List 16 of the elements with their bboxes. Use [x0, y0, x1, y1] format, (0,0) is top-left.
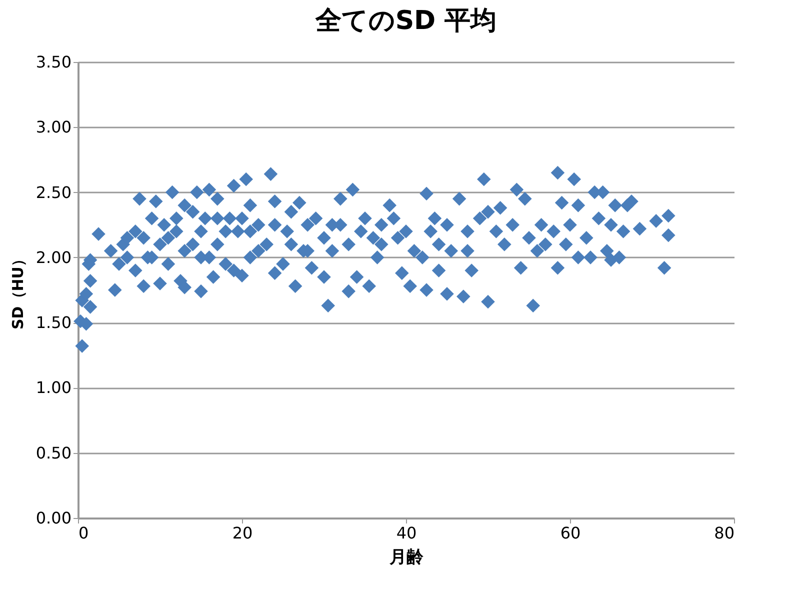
y-tick-label: 3.00 [36, 118, 72, 137]
x-tick-label: 80 [714, 524, 734, 542]
y-tick-label: 1.50 [36, 313, 72, 332]
x-tick-label: 60 [560, 524, 581, 542]
y-tick-label: 3.50 [36, 52, 72, 72]
y-tick-label: 2.00 [36, 248, 72, 267]
x-tick-label: 40 [396, 524, 417, 542]
y-tick-label: 1.00 [36, 378, 72, 398]
y-tick-label: 2.50 [36, 182, 72, 202]
x-axis-title: 月齢 [388, 548, 424, 568]
x-tick-label: 0 [78, 524, 89, 542]
y-tick-label: 0.50 [36, 443, 72, 462]
x-tick-label: 20 [232, 524, 253, 542]
chart-title: 全てのSD 平均 [314, 6, 497, 36]
y-axis-title: SD（HU） [8, 252, 27, 330]
y-tick-label: 0.00 [36, 508, 72, 528]
